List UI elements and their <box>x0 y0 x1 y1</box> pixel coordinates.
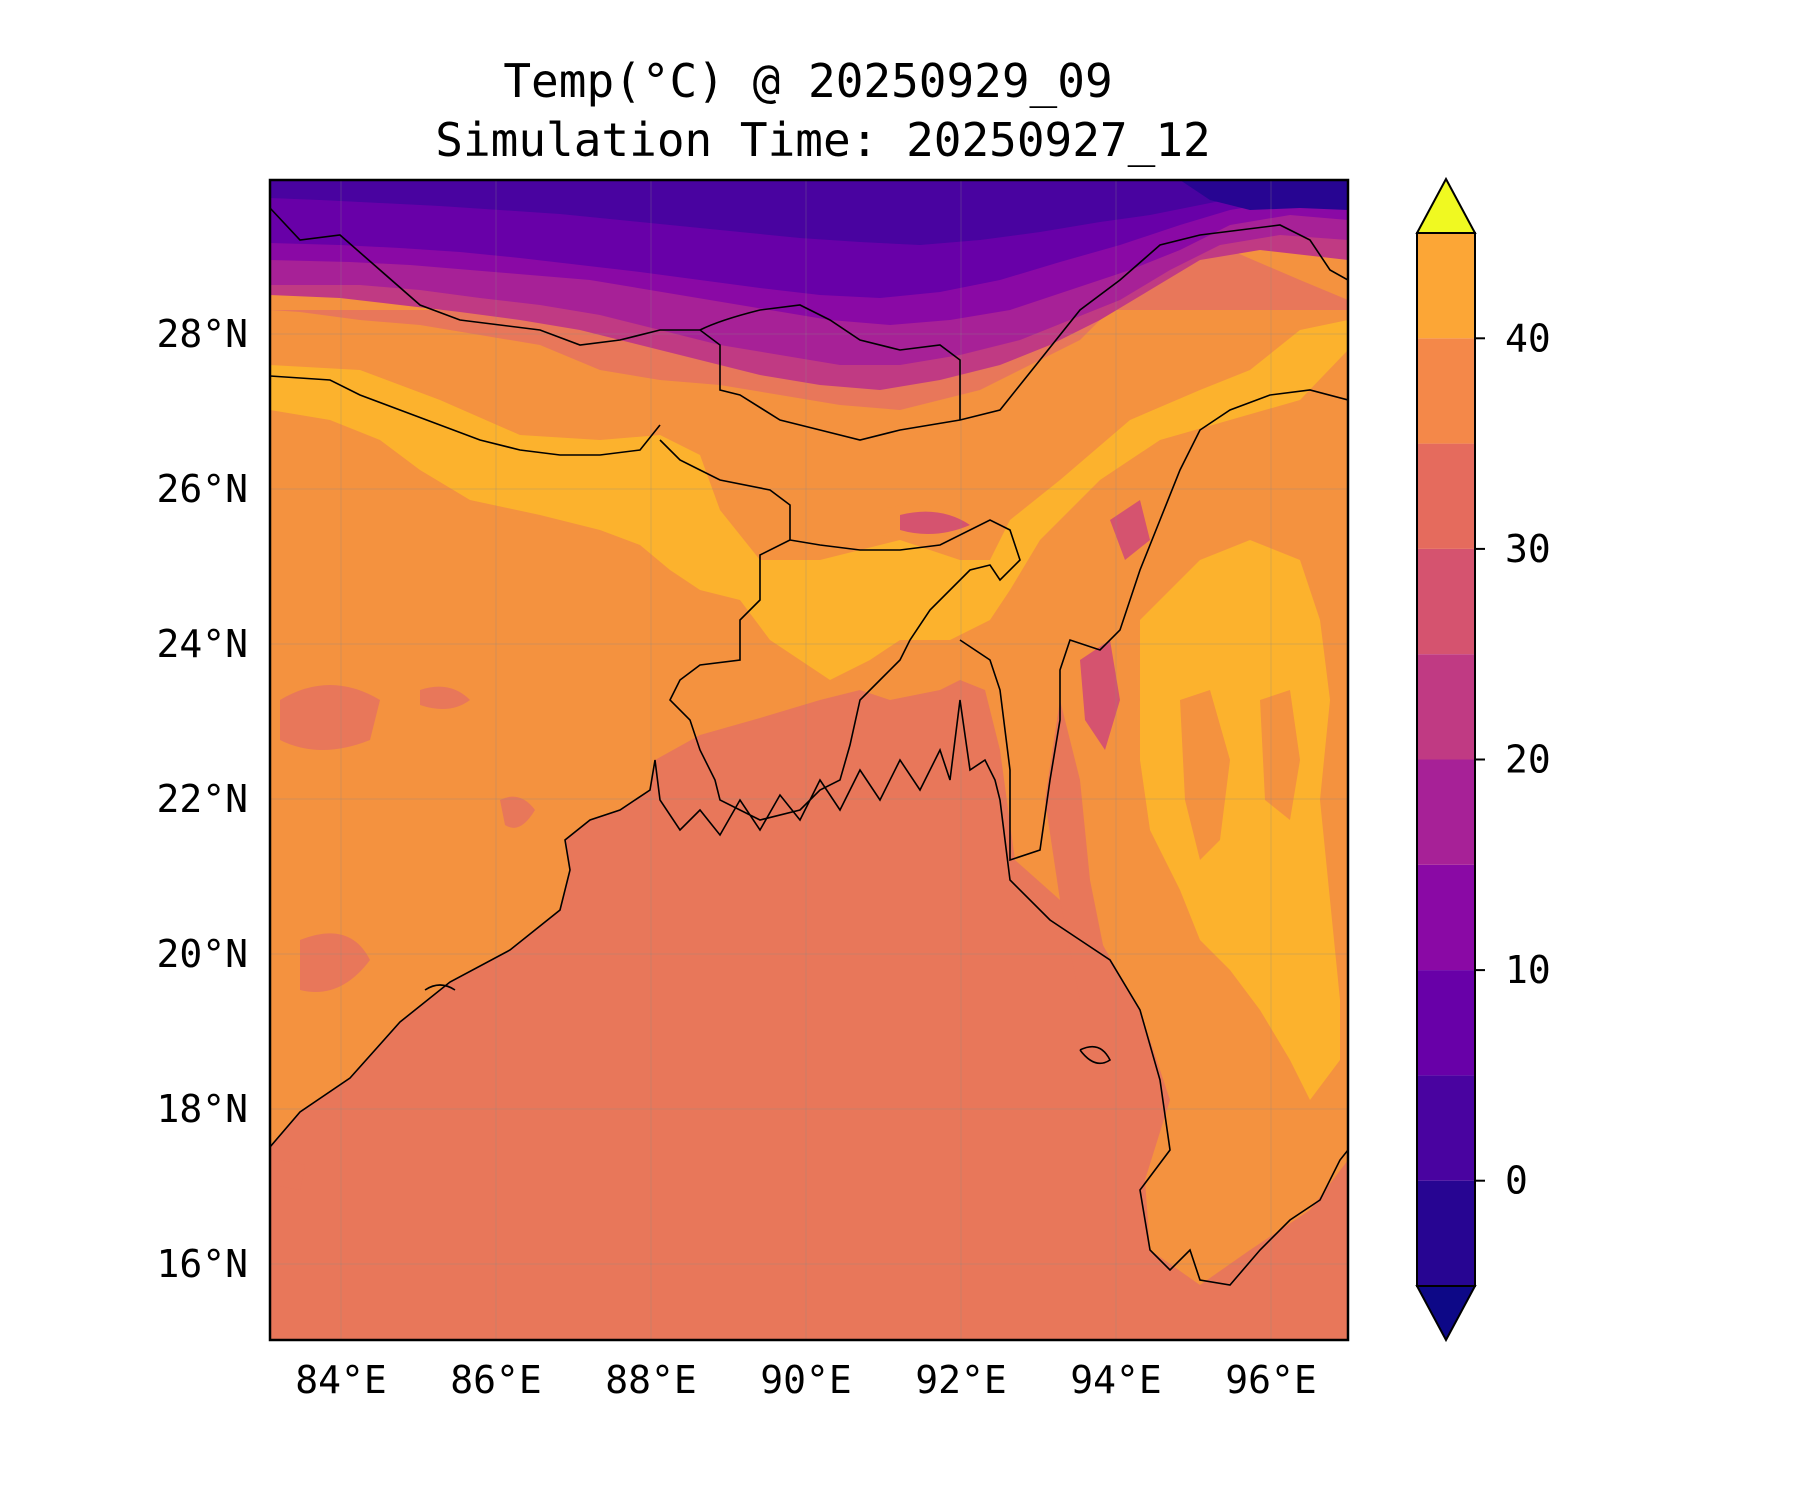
x-axis-ticks: 84°E 86°E 88°E 90°E 92°E 94°E 96°E <box>295 1358 1317 1402</box>
y-tick-label: 26°N <box>156 467 248 511</box>
colorbar-segment <box>1417 233 1475 339</box>
y-tick-label: 24°N <box>156 622 248 666</box>
y-tick-label: 28°N <box>156 312 248 356</box>
y-tick-label: 20°N <box>156 932 248 976</box>
x-tick-label: 84°E <box>295 1358 387 1402</box>
band-minus5 <box>1180 180 1348 210</box>
y-tick-label: 22°N <box>156 777 248 821</box>
x-tick-label: 92°E <box>915 1358 1007 1402</box>
hill-patches <box>900 500 1150 750</box>
ocean-fill <box>270 680 1348 1340</box>
colorbar-tick-label: 30 <box>1505 527 1551 571</box>
temperature-map <box>270 180 1348 1340</box>
colorbar-segment <box>1417 1180 1475 1286</box>
colorbar: 0 10 20 30 40 <box>1415 176 1551 1343</box>
land-patches <box>275 685 1110 1190</box>
y-axis-ticks: 16°N 18°N 20°N 22°N 24°N 26°N 28°N <box>156 312 248 1286</box>
colorbar-extend-bottom <box>1415 1285 1477 1343</box>
colorbar-tick-label: 10 <box>1505 948 1551 992</box>
warm-belt <box>270 320 1348 1100</box>
x-tick-label: 94°E <box>1070 1358 1162 1402</box>
x-tick-label: 90°E <box>760 1358 852 1402</box>
colorbar-segment <box>1417 338 1475 444</box>
y-tick-label: 18°N <box>156 1087 248 1131</box>
map-frame <box>268 178 1350 1342</box>
y-tick-label: 16°N <box>156 1242 248 1286</box>
chart-title-line2: Simulation Time: 20250927_12 <box>435 113 1210 167</box>
country-borders <box>270 207 1348 862</box>
colorbar-segment <box>1417 864 1475 971</box>
colorbar-segment <box>1417 970 1475 1076</box>
chart-title-line1: Temp(°C) @ 20250929_09 <box>503 54 1112 108</box>
colorbar-extend-top <box>1415 176 1477 234</box>
colorbar-segment <box>1417 759 1475 865</box>
band-0 <box>270 180 1348 245</box>
colorbar-segment <box>1417 548 1475 655</box>
colorbar-segment <box>1417 1075 1475 1181</box>
colorbar-segment <box>1417 443 1475 549</box>
x-tick-label: 96°E <box>1225 1358 1317 1402</box>
colorbar-tick-label: 20 <box>1505 738 1551 782</box>
x-tick-label: 86°E <box>450 1358 542 1402</box>
colorbar-tick-label: 0 <box>1505 1159 1528 1203</box>
x-tick-label: 88°E <box>605 1358 697 1402</box>
colorbar-tick-label: 40 <box>1505 316 1551 360</box>
coastlines <box>270 699 1348 1286</box>
gridlines <box>270 180 1348 1340</box>
colorbar-segment <box>1417 654 1475 760</box>
